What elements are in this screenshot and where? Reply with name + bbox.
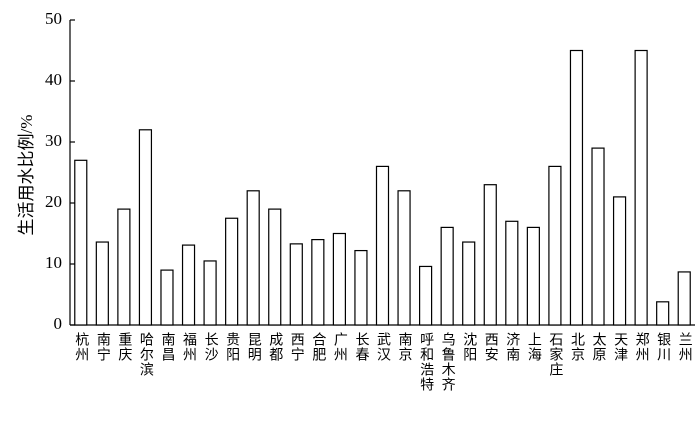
- y-tick-label: 0: [54, 314, 63, 333]
- bar: [483, 184, 497, 326]
- bar: [656, 301, 670, 326]
- bar: [569, 49, 584, 326]
- x-tick-label: 北京: [569, 332, 585, 362]
- x-tick-label: 长沙: [203, 332, 219, 362]
- x-tick-label: 广州: [332, 332, 348, 362]
- bar: [591, 147, 605, 326]
- bar: [160, 269, 174, 326]
- bar: [268, 208, 282, 326]
- x-tick-label: 武汉: [375, 332, 391, 362]
- x-tick-label: 贵阳: [224, 332, 240, 362]
- bar: [440, 226, 454, 326]
- bar: [505, 220, 519, 326]
- bar: [612, 196, 627, 326]
- bar: [74, 159, 88, 326]
- y-axis-label: 生活用水比例/%: [17, 115, 36, 236]
- bar: [311, 239, 325, 326]
- bar: [289, 243, 303, 326]
- x-tick-label: 济南: [504, 332, 520, 362]
- x-tick-label: 石家庄: [547, 332, 563, 377]
- x-tick-label: 上海: [526, 332, 542, 362]
- x-tick-label: 沈阳: [461, 332, 477, 362]
- x-tick-label: 兰州: [677, 332, 693, 362]
- x-tick-label: 南京: [397, 332, 413, 362]
- x-tick-label: 郑州: [634, 332, 650, 362]
- bar: [246, 190, 260, 326]
- x-tick-label: 昆明: [246, 332, 261, 362]
- y-tick-label: 20: [45, 192, 62, 211]
- x-tick-label: 重庆: [116, 332, 132, 362]
- bar: [332, 232, 346, 326]
- bar: [95, 241, 109, 326]
- bar: [375, 165, 390, 326]
- bar: [354, 249, 368, 326]
- x-tick-label: 天津: [612, 332, 628, 362]
- x-tick-label: 合肥: [310, 332, 326, 362]
- bar: [526, 226, 540, 326]
- bar: [548, 165, 562, 326]
- bar: [225, 217, 239, 326]
- y-tick-label: 30: [45, 131, 62, 150]
- x-tick-label: 南宁: [95, 332, 111, 362]
- x-tick-label: 成都: [267, 332, 283, 362]
- x-tick-label: 呼和浩特: [418, 332, 434, 392]
- x-tick-label: 长春: [353, 332, 369, 362]
- y-tick-label: 50: [45, 9, 62, 28]
- x-tick-label: 西宁: [289, 332, 305, 362]
- bar: [397, 190, 411, 326]
- bar: [462, 241, 476, 326]
- x-tick-label: 杭州: [73, 332, 89, 362]
- x-tick-label: 南昌: [159, 332, 175, 362]
- y-tick-label: 10: [45, 253, 62, 272]
- bar: [138, 129, 153, 326]
- bar: [181, 244, 196, 326]
- bar: [203, 260, 217, 326]
- bar: [117, 208, 131, 326]
- bar: [634, 49, 648, 326]
- x-tick-label: 太原: [591, 332, 607, 362]
- x-tick-label: 乌鲁木齐: [440, 332, 456, 392]
- bar: [677, 271, 691, 326]
- x-tick-label: 福州: [181, 332, 197, 362]
- y-tick-label: 40: [45, 70, 62, 89]
- x-tick-label: 银川: [655, 332, 671, 362]
- bar: [419, 265, 433, 326]
- x-tick-label: 哈尔滨: [138, 332, 154, 377]
- x-tick-label: 西安: [483, 332, 499, 362]
